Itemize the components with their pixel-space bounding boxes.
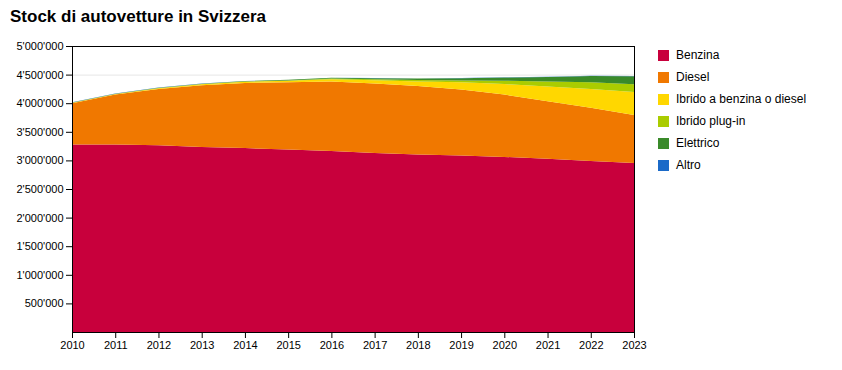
svg-text:2010: 2010 <box>60 339 84 351</box>
html-text:Elettrico: Elettrico <box>676 136 720 150</box>
svg-text:2014: 2014 <box>233 339 257 351</box>
svg-text:2021: 2021 <box>536 339 560 351</box>
html-text:Benzina: Benzina <box>676 48 720 62</box>
svg-text:4'000'000: 4'000'000 <box>16 97 63 109</box>
svg-text:1'000'000: 1'000'000 <box>16 269 63 281</box>
svg-text:2019: 2019 <box>449 339 473 351</box>
svg-text:2016: 2016 <box>320 339 344 351</box>
html-text:Diesel: Diesel <box>676 70 710 84</box>
svg-text:2'000'000: 2'000'000 <box>16 212 63 224</box>
svg-text:2013: 2013 <box>190 339 214 351</box>
svg-text:2011: 2011 <box>104 339 128 351</box>
svg-text:4'500'000: 4'500'000 <box>16 69 63 81</box>
html-text:Ibrido a benzina o diesel: Ibrido a benzina o diesel <box>676 92 807 106</box>
svg-text:2022: 2022 <box>579 339 603 351</box>
html-text:Ibrido plug-in: Ibrido plug-in <box>676 114 746 128</box>
svg-text:1'500'000: 1'500'000 <box>16 240 63 252</box>
svg-text:2023: 2023 <box>622 339 646 351</box>
svg-text:2015: 2015 <box>276 339 300 351</box>
svg-text:500'000: 500'000 <box>25 297 64 309</box>
svg-text:2'500'000: 2'500'000 <box>16 183 63 195</box>
html-text:Altro: Altro <box>676 158 701 172</box>
svg-text:2018: 2018 <box>406 339 430 351</box>
svg-text:2012: 2012 <box>147 339 171 351</box>
svg-text:2017: 2017 <box>363 339 387 351</box>
svg-text:3'000'000: 3'000'000 <box>16 154 63 166</box>
html-text:Stock di autovetture in Svizze: Stock di autovetture in Svizzera <box>10 7 266 26</box>
svg-text:3'500'000: 3'500'000 <box>16 126 63 138</box>
svg-text:2020: 2020 <box>493 339 517 351</box>
svg-text:5'000'000: 5'000'000 <box>16 40 63 52</box>
